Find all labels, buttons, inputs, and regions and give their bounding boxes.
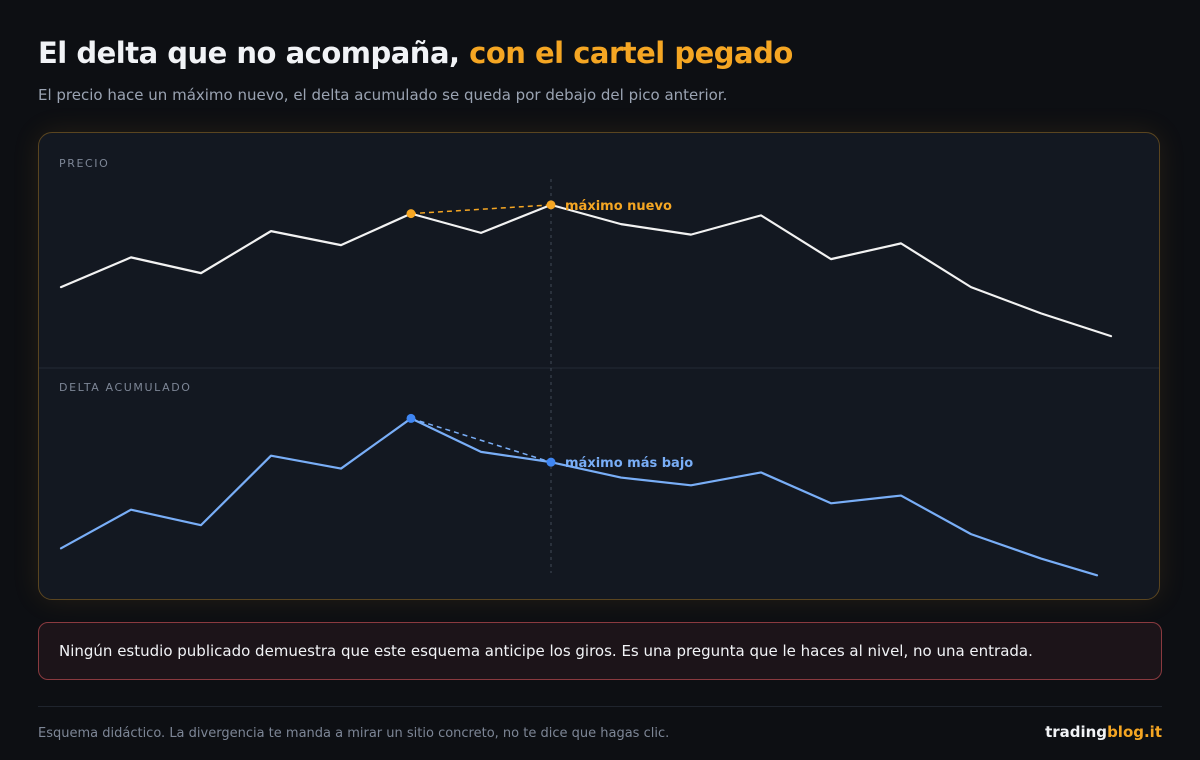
brand-logo: tradingblog.it: [1045, 723, 1162, 741]
warning-note: Ningún estudio publicado demuestra que e…: [38, 622, 1162, 680]
page-title: El delta que no acompaña, con el cartel …: [38, 36, 793, 70]
footer-text: Esquema didáctico. La divergencia te man…: [38, 726, 670, 741]
footer-divider: [38, 706, 1162, 707]
brand-part-2: blog.it: [1107, 723, 1162, 741]
price-annotation-label: máximo nuevo: [565, 199, 672, 214]
delta-panel-label: DELTA ACUMULADO: [59, 381, 192, 394]
divergence-chart: PRECIO máximo nuevo DELTA ACUMULADO máximo …: [39, 157, 1159, 577]
delta-current-high-marker: [546, 457, 556, 467]
delta-annotation-label: máximo más bajo: [565, 456, 693, 471]
brand-part-1: trading: [1045, 723, 1108, 741]
delta-divergence-line: [410, 417, 552, 463]
page-subtitle: El precio hace un máximo nuevo, el delta…: [38, 86, 728, 104]
title-accent: con el cartel pegado: [469, 36, 793, 70]
price-previous-high-marker: [406, 209, 416, 219]
title-main: El delta que no acompaña,: [38, 36, 470, 70]
chart-panel: PRECIO máximo nuevo DELTA ACUMULADO máximo …: [38, 132, 1160, 600]
warning-note-text: Ningún estudio publicado demuestra que e…: [59, 642, 1033, 660]
delta-previous-high-marker: [406, 413, 416, 423]
price-series-line: [59, 203, 1113, 338]
price-current-high-marker: [546, 200, 556, 210]
price-panel-label: PRECIO: [59, 157, 109, 170]
delta-series-line: [59, 417, 1099, 577]
